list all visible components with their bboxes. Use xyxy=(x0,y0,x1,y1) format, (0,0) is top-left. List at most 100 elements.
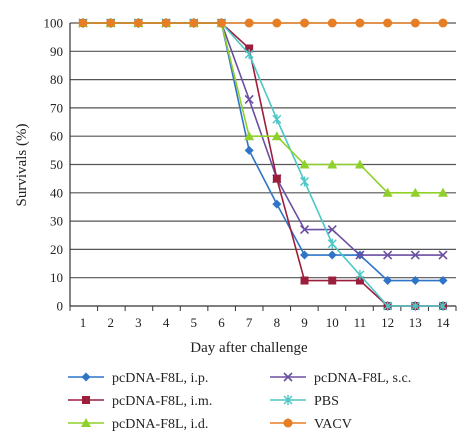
data-point xyxy=(355,250,365,260)
legend-label: PBS xyxy=(314,394,339,409)
series-pcdna-f8l-s-c xyxy=(78,18,448,260)
series-pcdna-f8l-i-p xyxy=(78,18,448,286)
y-axis-title: Survivals (%) xyxy=(14,124,30,207)
data-point xyxy=(272,174,281,183)
legend-item: pcDNA-F8L, i.p. xyxy=(68,371,208,386)
legend-marker xyxy=(81,418,91,427)
legend-label: pcDNA-F8L, i.p. xyxy=(112,371,208,386)
data-point xyxy=(327,159,338,169)
x-axis-title: Day after challenge xyxy=(190,340,308,356)
legend-item: pcDNA-F8L, s.c. xyxy=(270,371,411,386)
y-tick-label: 20 xyxy=(50,242,63,257)
data-point xyxy=(272,114,282,125)
data-point xyxy=(410,301,420,311)
data-point xyxy=(355,269,365,280)
y-tick-label: 30 xyxy=(50,214,63,229)
data-point xyxy=(383,276,393,286)
legend-label: VACV xyxy=(314,417,352,432)
legend-marker xyxy=(283,372,293,382)
data-point xyxy=(78,18,88,28)
x-tick-label: 7 xyxy=(246,315,253,330)
data-point xyxy=(300,276,309,285)
legend-label: pcDNA-F8L, i.m. xyxy=(112,394,212,409)
y-tick-label: 10 xyxy=(50,270,63,285)
data-point xyxy=(355,276,364,285)
data-point xyxy=(216,18,226,28)
data-point xyxy=(383,250,393,260)
legend-marker xyxy=(81,372,91,382)
data-point xyxy=(244,18,254,28)
y-tick-labels: 0 10 20 30 40 50 60 70 80 90 100 xyxy=(44,16,64,314)
data-point xyxy=(438,301,448,311)
legend-marker xyxy=(283,418,293,428)
x-tick-label: 5 xyxy=(191,315,198,330)
data-point xyxy=(328,276,337,285)
data-point xyxy=(327,225,337,235)
data-point xyxy=(106,18,116,28)
series-vacv xyxy=(78,18,448,28)
data-point xyxy=(354,159,365,169)
y-tick-label: 80 xyxy=(50,72,63,87)
data-point xyxy=(410,276,420,286)
data-point xyxy=(161,18,171,28)
x-tick-labels: 1 2 3 4 5 6 7 8 9 10 11 12 13 14 xyxy=(80,315,450,330)
x-tick-label: 13 xyxy=(409,315,422,330)
axes xyxy=(69,23,457,311)
legend-item: PBS xyxy=(270,394,339,409)
y-tick-label: 60 xyxy=(50,129,63,144)
series-line xyxy=(83,22,443,256)
legend-marker xyxy=(283,395,293,405)
data-point xyxy=(327,18,337,28)
x-tick-label: 4 xyxy=(163,315,170,330)
x-tick-label: 1 xyxy=(80,315,87,330)
data-point xyxy=(355,18,365,28)
legend: pcDNA-F8L, i.p. pcDNA-F8L, s.c. pcDNA-F8L,… xyxy=(68,371,411,432)
data-point xyxy=(383,301,393,311)
x-tick-label: 3 xyxy=(135,315,142,330)
x-tick-label: 8 xyxy=(274,315,281,330)
y-tick-label: 50 xyxy=(50,157,63,172)
series-group xyxy=(78,18,448,311)
y-tick-label: 90 xyxy=(50,44,63,59)
grid-lines xyxy=(70,22,456,279)
data-point xyxy=(271,131,282,141)
data-point xyxy=(133,18,143,28)
data-point xyxy=(410,187,421,197)
x-tick-label: 12 xyxy=(381,315,394,330)
y-tick-label: 0 xyxy=(57,299,64,314)
data-point xyxy=(244,131,255,141)
x-tick-label: 10 xyxy=(326,315,339,330)
data-point xyxy=(244,145,254,155)
data-point xyxy=(410,18,420,28)
data-point xyxy=(438,276,448,286)
y-tick-label: 70 xyxy=(50,100,63,115)
x-tick-label: 6 xyxy=(218,315,225,330)
data-point xyxy=(300,176,310,187)
legend-item: pcDNA-F8L, i.m. xyxy=(68,394,212,409)
x-tick-label: 14 xyxy=(437,315,451,330)
data-point xyxy=(383,18,393,28)
legend-item: pcDNA-F8L, i.d. xyxy=(68,417,208,432)
series-line xyxy=(83,22,443,282)
data-point xyxy=(244,94,254,104)
data-point xyxy=(245,44,254,53)
data-point xyxy=(272,18,282,28)
legend-label: pcDNA-F8L, i.d. xyxy=(112,417,208,432)
data-point xyxy=(438,187,448,197)
data-point xyxy=(189,18,199,28)
x-tick-label: 2 xyxy=(107,315,114,330)
data-point xyxy=(327,250,337,260)
data-point xyxy=(300,18,310,28)
data-point xyxy=(438,250,448,260)
data-point xyxy=(438,18,448,28)
legend-item: VACV xyxy=(270,417,352,432)
y-tick-label: 40 xyxy=(50,185,63,200)
data-point xyxy=(244,49,254,60)
x-tick-label: 11 xyxy=(354,315,367,330)
legend-label: pcDNA-F8L, s.c. xyxy=(314,371,411,386)
data-point xyxy=(299,159,310,169)
legend-marker xyxy=(82,396,90,404)
data-point xyxy=(327,238,337,249)
data-point xyxy=(272,199,282,209)
